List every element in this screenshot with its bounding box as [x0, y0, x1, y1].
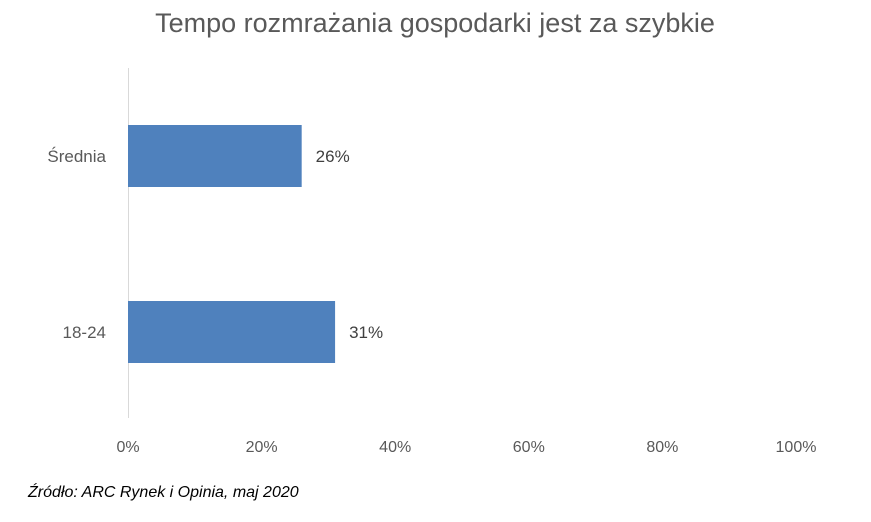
x-tick-label-5: 100% [776, 439, 817, 456]
category-label-0: Średnia [47, 147, 106, 166]
x-tick-label-1: 20% [246, 439, 278, 456]
x-tick-label-4: 80% [646, 439, 678, 456]
x-tick-label-3: 60% [513, 439, 545, 456]
data-label-0: 26% [316, 147, 350, 166]
x-tick-label-0: 0% [116, 439, 139, 456]
bar-0 [128, 125, 302, 187]
data-label-1: 31% [349, 323, 383, 342]
bar-1 [128, 301, 336, 363]
category-label-1: 18-24 [63, 323, 106, 342]
x-tick-label-2: 40% [379, 439, 411, 456]
source-note: Źródło: ARC Rynek i Opinia, maj 2020 [28, 484, 299, 501]
bars-group: Średnia 26% 18-24 31% [47, 125, 383, 363]
x-axis-ticks: 0% 20% 40% 60% 80% 100% [116, 439, 816, 456]
chart-title: Tempo rozmrażania gospodarki jest za szy… [155, 8, 715, 38]
